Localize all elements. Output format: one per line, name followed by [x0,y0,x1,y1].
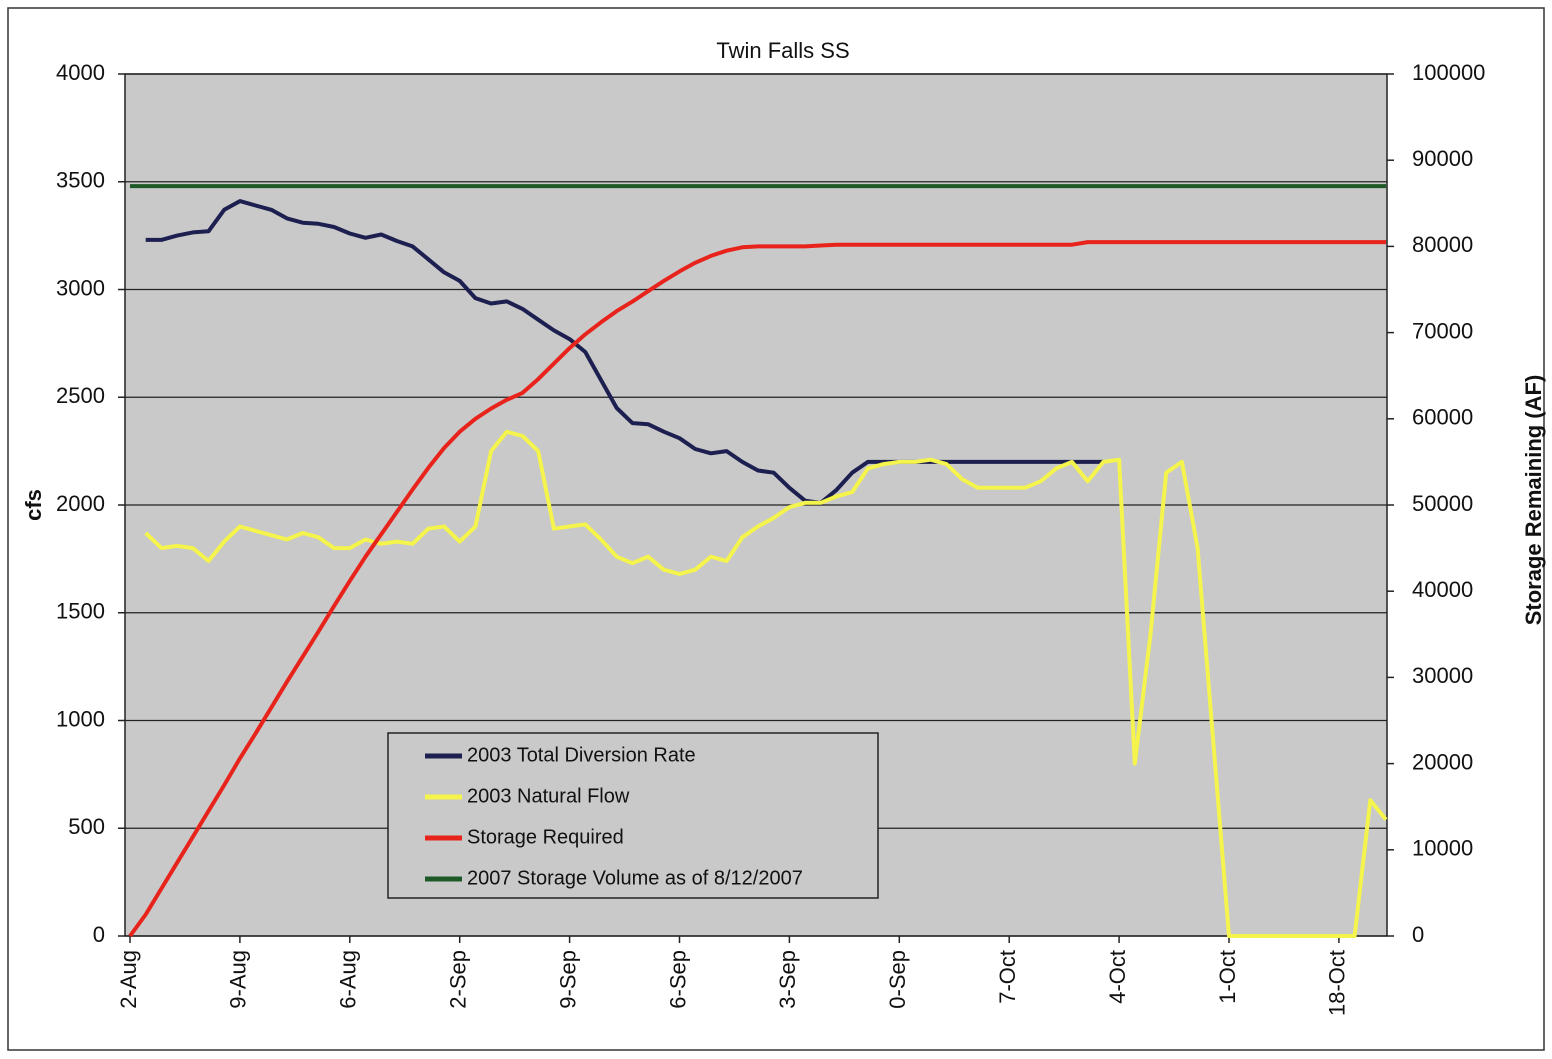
x-tick-label: 3-Sep [775,950,800,1009]
y2-tick-label: 10000 [1412,836,1473,861]
y-tick-label: 3000 [56,275,105,300]
x-tick-label: 2-Aug [116,950,141,1009]
y2-tick-label: 20000 [1412,749,1473,774]
y-tick-label: 3500 [56,168,105,193]
series-line [128,240,1386,938]
y-tick-label: 500 [68,814,105,839]
y-tick-label: 1500 [56,599,105,624]
x-tick-label: 4-Oct [1105,950,1130,1004]
x-tick-label: 7-Oct [995,950,1020,1004]
legend-label: Storage Required [467,826,624,848]
y2-tick-label: 70000 [1412,318,1473,343]
chart-title: Twin Falls SS [716,38,849,63]
y2-tick-label: 60000 [1412,405,1473,430]
legend-box [387,732,879,899]
x-tick-label: 9-Aug [226,950,251,1009]
x-tick-label: 2-Sep [446,950,471,1009]
x-tick-label: 0-Sep [885,950,910,1009]
y-tick-label: 0 [93,922,105,947]
y-axis-label: cfs [21,489,46,521]
legend-label: 2003 Total Diversion Rate [467,744,696,766]
legend-label: 2007 Storage Volume as of 8/12/2007 [467,867,803,889]
x-tick-label: 6-Sep [665,950,690,1009]
y-tick-label: 2000 [56,491,105,516]
y2-axis-label: Storage Remaining (AF) [1521,375,1546,626]
x-tick-label: 1-Oct [1215,950,1240,1004]
y-tick-label: 1000 [56,706,105,731]
y2-tick-label: 30000 [1412,663,1473,688]
y2-tick-label: 40000 [1412,577,1473,602]
x-tick-label: 6-Aug [336,950,361,1009]
y-tick-label: 4000 [56,60,105,85]
y2-tick-label: 0 [1412,922,1424,947]
y2-tick-label: 90000 [1412,146,1473,171]
series-line [144,429,1388,938]
y-tick-label: 2500 [56,383,105,408]
y2-tick-label: 50000 [1412,491,1473,516]
legend-label: 2003 Natural Flow [467,785,630,807]
x-tick-label: 18-Oct [1325,950,1350,1016]
x-tick-label: 9-Sep [555,950,580,1009]
y2-tick-label: 100000 [1412,60,1485,85]
y2-tick-label: 80000 [1412,232,1473,257]
